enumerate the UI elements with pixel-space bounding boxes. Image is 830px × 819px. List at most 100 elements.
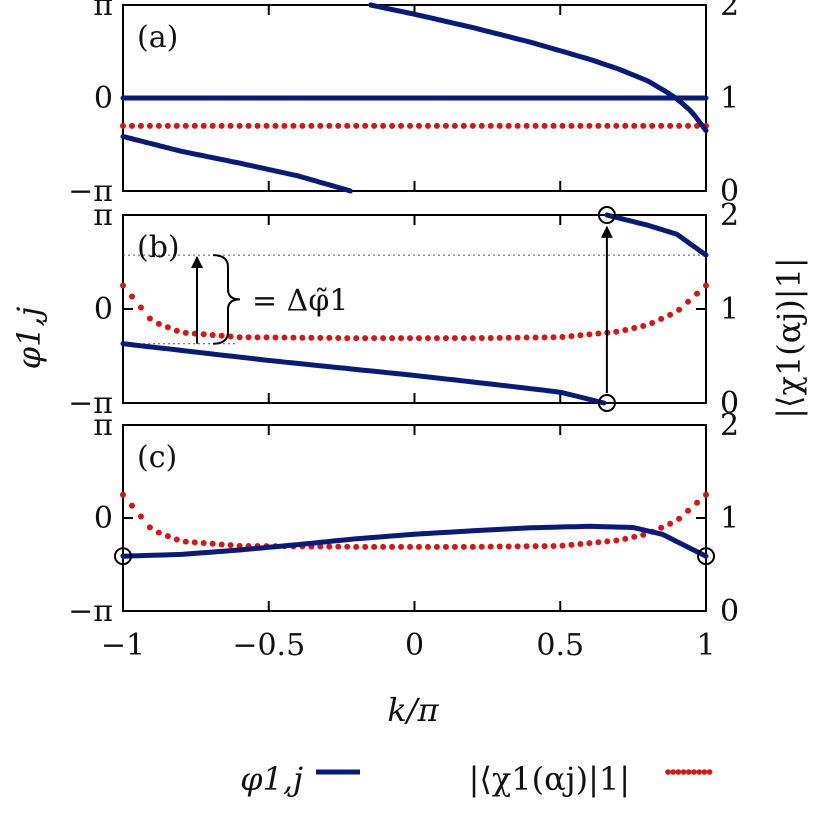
overlap-point bbox=[595, 330, 602, 337]
overlap-point bbox=[362, 543, 369, 550]
overlap-point bbox=[487, 543, 494, 550]
overlap-point bbox=[218, 122, 225, 129]
overlap-point bbox=[559, 542, 566, 549]
overlap-point bbox=[685, 507, 692, 514]
overlap-point bbox=[424, 543, 431, 550]
overlap-point bbox=[164, 324, 171, 331]
left-tick-label: π bbox=[93, 408, 113, 443]
marker-circle bbox=[697, 547, 715, 566]
overlap-point bbox=[541, 122, 548, 129]
overlap-point bbox=[182, 538, 189, 545]
overlap-point bbox=[155, 122, 162, 129]
right-tick-label: 0 bbox=[720, 174, 739, 209]
overlap-point bbox=[191, 122, 198, 129]
overlap-point bbox=[137, 513, 144, 520]
delta-annotation: = Δφ̃1 bbox=[252, 283, 348, 318]
overlap-point bbox=[496, 122, 503, 129]
overlap-point bbox=[694, 499, 701, 506]
overlap-point bbox=[335, 543, 342, 550]
overlap-series bbox=[120, 122, 709, 129]
overlap-point bbox=[263, 334, 270, 341]
legend-dot bbox=[706, 769, 713, 775]
overlap-point bbox=[245, 334, 252, 341]
panel-a: π 2 0 1 −π 0 (a) bbox=[68, 0, 739, 209]
overlap-point bbox=[120, 282, 126, 289]
overlap-point bbox=[299, 334, 306, 341]
overlap-point bbox=[451, 543, 458, 550]
overlap-point bbox=[649, 122, 656, 129]
overlap-point bbox=[128, 122, 135, 129]
overlap-point bbox=[685, 122, 692, 129]
overlap-point bbox=[649, 319, 656, 326]
overlap-point bbox=[622, 327, 629, 334]
overlap-point bbox=[631, 122, 638, 129]
overlap-point bbox=[478, 335, 485, 342]
overlap-point bbox=[254, 122, 261, 129]
overlap-point bbox=[460, 543, 467, 550]
overlap-point bbox=[433, 335, 440, 342]
panel-label: (c) bbox=[137, 440, 177, 475]
overlap-point bbox=[398, 335, 405, 342]
overlap-point bbox=[550, 334, 557, 341]
overlap-point bbox=[200, 540, 207, 547]
overlap-point bbox=[353, 122, 360, 129]
panel-frame bbox=[122, 424, 707, 612]
overlap-point bbox=[389, 335, 396, 342]
overlap-point bbox=[362, 335, 369, 342]
overlap-point bbox=[505, 122, 512, 129]
legend: φ1,j |⟨χ1(αj)|1| bbox=[240, 760, 713, 798]
overlap-series bbox=[120, 491, 709, 550]
overlap-point bbox=[451, 335, 458, 342]
legend-dot bbox=[686, 769, 692, 775]
overlap-point bbox=[227, 122, 234, 129]
overlap-point bbox=[146, 315, 153, 322]
legend-label-overlap: |⟨χ1(αj)|1| bbox=[469, 760, 630, 798]
overlap-point bbox=[604, 538, 611, 545]
right-axis-label: |⟨χ1(αj)|1| bbox=[770, 257, 808, 418]
overlap-point bbox=[505, 334, 512, 341]
phase-branch bbox=[120, 341, 607, 406]
marker-circle bbox=[114, 547, 132, 566]
phase-branch bbox=[604, 212, 709, 258]
overlap-point bbox=[227, 333, 234, 340]
curly-brace bbox=[212, 254, 241, 345]
overlap-point bbox=[398, 543, 405, 550]
overlap-point bbox=[344, 543, 351, 550]
overlap-point bbox=[173, 536, 180, 543]
left-tick-label: −π bbox=[68, 594, 113, 629]
overlap-point bbox=[550, 542, 557, 549]
overlap-point bbox=[595, 539, 602, 546]
overlap-point bbox=[335, 334, 342, 341]
overlap-point bbox=[164, 122, 171, 129]
overlap-point bbox=[299, 122, 306, 129]
overlap-point bbox=[308, 122, 315, 129]
right-tick-label: 1 bbox=[720, 81, 739, 116]
overlap-point bbox=[496, 334, 503, 341]
right-tick-label: 0 bbox=[720, 386, 739, 421]
overlap-point bbox=[577, 332, 584, 339]
overlap-point bbox=[290, 122, 297, 129]
left-axis-label: φ1,j bbox=[10, 306, 48, 369]
overlap-point bbox=[460, 122, 467, 129]
legend-dot bbox=[670, 769, 676, 775]
overlap-series bbox=[120, 282, 709, 342]
overlap-point bbox=[631, 533, 638, 540]
overlap-point bbox=[658, 315, 665, 322]
overlap-point bbox=[568, 541, 575, 548]
overlap-point bbox=[451, 122, 458, 129]
overlap-point bbox=[676, 306, 683, 313]
overlap-point bbox=[478, 543, 485, 550]
left-tick-label: 0 bbox=[94, 292, 113, 327]
overlap-point bbox=[532, 122, 539, 129]
phase-branch bbox=[120, 523, 709, 559]
overlap-point bbox=[407, 543, 414, 550]
overlap-point bbox=[694, 290, 701, 297]
right-tick-label: 2 bbox=[720, 408, 739, 443]
overlap-point bbox=[478, 122, 485, 129]
overlap-point bbox=[344, 122, 351, 129]
overlap-point bbox=[613, 328, 620, 335]
overlap-point bbox=[568, 122, 575, 129]
left-tick-label: −π bbox=[68, 174, 113, 209]
overlap-point bbox=[227, 542, 234, 549]
overlap-point bbox=[182, 122, 189, 129]
